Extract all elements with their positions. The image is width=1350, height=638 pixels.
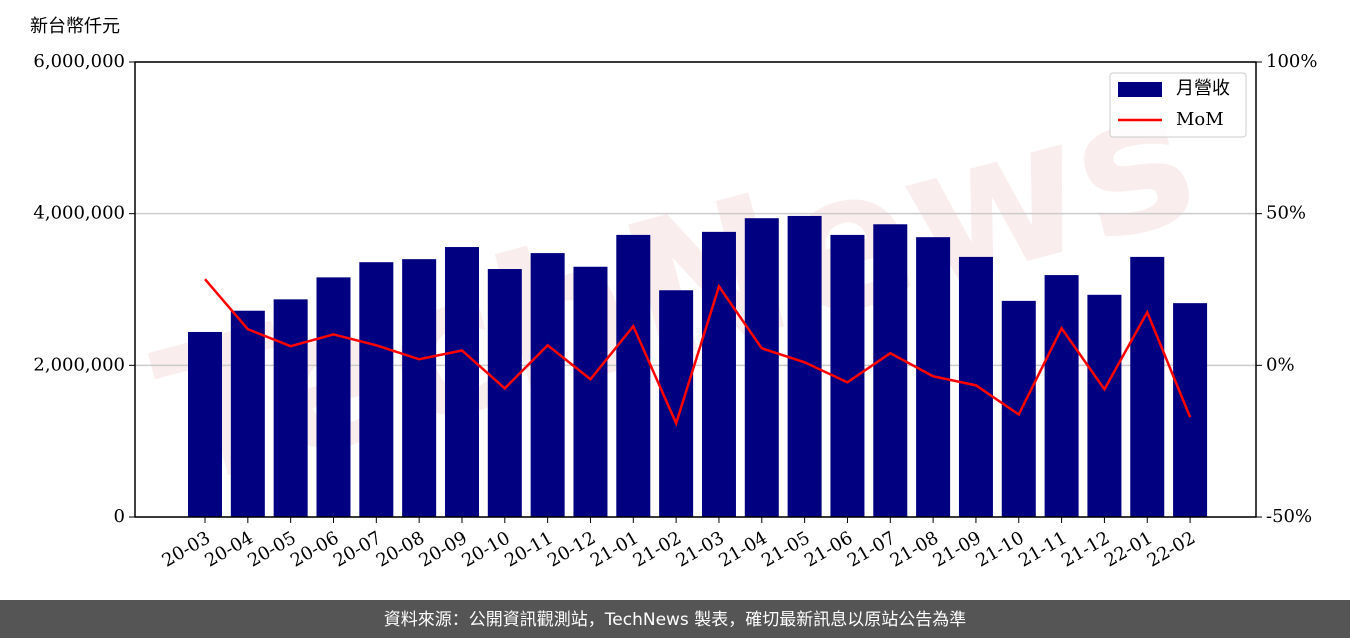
bar — [188, 331, 222, 517]
y2-tick-label: 0% — [1266, 354, 1295, 375]
y-axis-label: 新台幣仟元 — [30, 16, 120, 37]
bar — [744, 218, 779, 517]
x-tick-label: 20-10 — [458, 527, 513, 571]
bar — [1001, 300, 1036, 517]
bar — [402, 259, 437, 517]
x-tick-label: 20-08 — [373, 527, 428, 571]
y-tick-label: 2,000,000 — [33, 354, 125, 375]
x-tick-label: 20-04 — [201, 527, 256, 571]
x-tick-label: 20-12 — [544, 527, 599, 571]
x-tick-label: 20-07 — [330, 527, 385, 571]
bar — [873, 224, 908, 518]
legend-swatch — [1118, 82, 1162, 97]
bar — [701, 231, 736, 517]
bar — [530, 253, 565, 517]
bar — [958, 256, 993, 517]
y-tick-label: 4,000,000 — [33, 203, 125, 224]
x-tick-label: 21-01 — [587, 527, 642, 571]
bar — [1087, 294, 1122, 517]
y2-tick-label: -50% — [1266, 506, 1312, 527]
x-tick-label: 21-03 — [673, 527, 728, 571]
x-tick-label: 21-08 — [887, 527, 942, 571]
bar — [573, 266, 608, 517]
x-tick-label: 21-04 — [715, 527, 770, 571]
x-tick-label: 20-05 — [244, 527, 299, 571]
x-tick-label: 21-09 — [930, 527, 985, 571]
bar — [616, 234, 651, 517]
y-tick-label: 0 — [114, 506, 125, 527]
x-tick-label: 21-02 — [630, 527, 685, 571]
footer-bar — [0, 600, 1350, 638]
bar — [359, 262, 394, 517]
bar — [316, 277, 351, 517]
y2-tick-label: 50% — [1266, 203, 1306, 224]
bar — [1130, 256, 1165, 517]
y2-tick-label: 100% — [1266, 51, 1317, 72]
source-note: 資料來源：公開資訊觀測站，TechNews 製表，確切最新訊息以原站公告為準 — [384, 610, 966, 630]
bar — [659, 290, 694, 517]
legend-label: 月營收 — [1176, 78, 1230, 99]
bar — [444, 247, 479, 518]
x-tick-label: 21-05 — [758, 527, 813, 571]
x-tick-label: 20-03 — [159, 527, 214, 571]
bar — [230, 310, 265, 517]
x-tick-label: 21-11 — [1015, 527, 1070, 571]
x-tick-label: 21-12 — [1058, 527, 1113, 571]
x-tick-label: 20-06 — [287, 527, 342, 571]
bar — [1044, 275, 1079, 517]
x-tick-label: 22-02 — [1144, 527, 1199, 571]
bar — [487, 269, 522, 517]
legend-label: MoM — [1176, 109, 1224, 130]
plot-frame — [134, 61, 1257, 518]
x-tick-label: 21-10 — [972, 527, 1027, 571]
x-tick-label: 21-07 — [844, 527, 899, 571]
x-tick-label: 21-06 — [801, 527, 856, 571]
y-tick-label: 6,000,000 — [33, 51, 125, 72]
x-tick-label: 20-09 — [416, 527, 471, 571]
x-tick-label: 22-01 — [1101, 527, 1156, 571]
bar — [787, 215, 822, 518]
mom-line — [204, 278, 1192, 427]
bar — [273, 299, 308, 517]
x-tick-label: 20-11 — [501, 527, 556, 571]
bar — [1173, 303, 1208, 517]
